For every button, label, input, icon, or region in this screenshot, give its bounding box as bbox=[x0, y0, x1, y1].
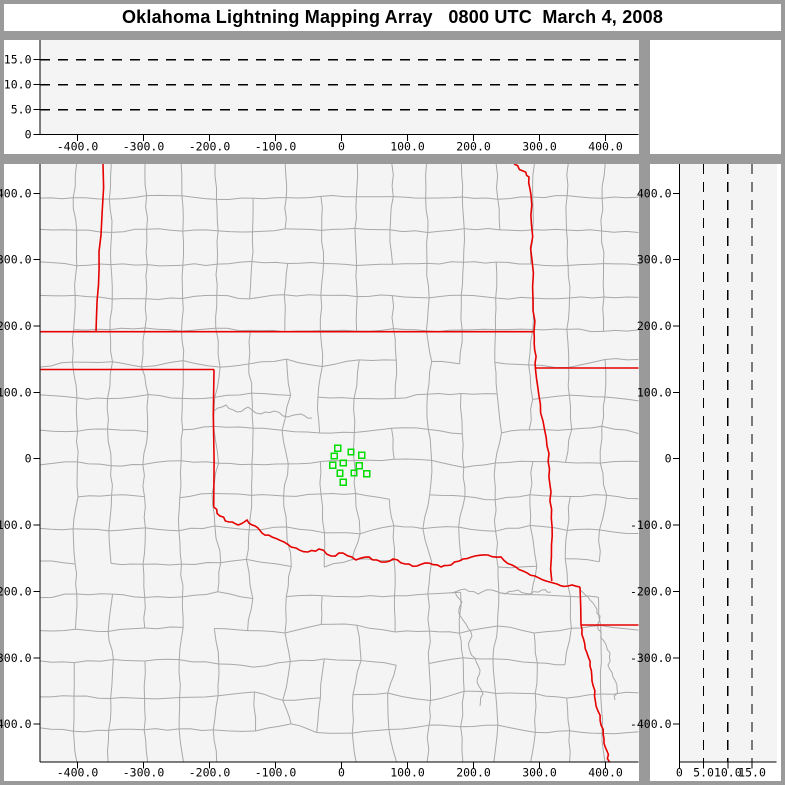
tick-label: -400.0 bbox=[57, 766, 99, 780]
tick-label: -300.0 bbox=[123, 140, 165, 154]
tick-label: 300.0 bbox=[522, 140, 557, 154]
tick-label: 0 bbox=[338, 140, 345, 154]
lma-station-marker bbox=[347, 448, 355, 456]
tick-label: -200.0 bbox=[630, 584, 672, 598]
tick-label: -100.0 bbox=[630, 518, 672, 532]
tick-label: 200.0 bbox=[456, 766, 491, 780]
county-lines bbox=[40, 164, 639, 762]
tick-label: 0 bbox=[25, 452, 32, 466]
tick-label: 300.0 bbox=[637, 253, 672, 267]
axes bbox=[33, 40, 777, 769]
tick-label: 300.0 bbox=[522, 766, 557, 780]
tick-label: 400.0 bbox=[588, 140, 623, 154]
river-se-2 bbox=[454, 591, 484, 707]
altitude-east-west-plot-area[interactable] bbox=[40, 40, 639, 135]
tick-label: 0 bbox=[338, 766, 345, 780]
tick-label: 0 bbox=[25, 128, 32, 142]
tick-label: 400.0 bbox=[0, 186, 32, 200]
tick-label: 400.0 bbox=[588, 766, 623, 780]
lma-station-marker bbox=[339, 459, 347, 467]
tick-label: 200.0 bbox=[0, 319, 32, 333]
tick-label: -400.0 bbox=[630, 717, 672, 731]
tick-label: 15.0 bbox=[4, 53, 32, 67]
tick-label: -200.0 bbox=[189, 140, 231, 154]
tick-label: 200.0 bbox=[456, 140, 491, 154]
tick-label: -300.0 bbox=[123, 766, 165, 780]
tick-label: 0 bbox=[676, 766, 683, 780]
window-title: Oklahoma Lightning Mapping Array 0800 UT… bbox=[121, 7, 664, 27]
tick-label: 100.0 bbox=[0, 385, 32, 399]
lma-station-marker bbox=[329, 461, 337, 469]
river-west-ok bbox=[213, 404, 313, 419]
tick-label: -100.0 bbox=[0, 518, 32, 532]
tick-label: 5.0 bbox=[693, 766, 714, 780]
tx-la-border bbox=[580, 624, 611, 762]
lma-station-marker bbox=[355, 462, 363, 470]
tick-label: 200.0 bbox=[637, 319, 672, 333]
tick-label: 10.0 bbox=[4, 78, 32, 92]
lma-station-marker bbox=[336, 469, 344, 477]
corner-box bbox=[650, 40, 781, 154]
ks-mo-ok-ar-border bbox=[513, 164, 554, 582]
tick-label: 10.0 bbox=[714, 766, 742, 780]
tick-label: -200.0 bbox=[189, 766, 231, 780]
river-se-3 bbox=[451, 588, 552, 595]
lma-stations bbox=[329, 444, 371, 486]
lma-station-marker bbox=[350, 469, 358, 477]
lma-station-marker bbox=[330, 452, 338, 460]
tx-ok-100w-border bbox=[212, 369, 215, 508]
lma-station-marker bbox=[339, 478, 347, 486]
tick-label: -100.0 bbox=[255, 140, 297, 154]
rivers bbox=[213, 404, 619, 707]
lma-station-marker bbox=[362, 470, 371, 478]
tick-label: 100.0 bbox=[390, 766, 425, 780]
tick-label: -300.0 bbox=[0, 651, 32, 665]
tick-label: 0 bbox=[665, 452, 672, 466]
tick-label: 400.0 bbox=[637, 186, 672, 200]
axis-labels: 05.010.015.0-400.0 -300.0 -200.0 -100.0 0 100… bbox=[0, 53, 766, 780]
tick-label: -300.0 bbox=[630, 651, 672, 665]
co-ks-border bbox=[95, 164, 105, 333]
river-se-1 bbox=[579, 589, 619, 701]
red-river-tx-ok-border bbox=[213, 506, 581, 588]
lma-station-marker bbox=[334, 444, 342, 452]
tick-label: 100.0 bbox=[390, 140, 425, 154]
tick-label: -100.0 bbox=[255, 766, 297, 780]
tick-label: -400.0 bbox=[57, 140, 99, 154]
state-borders bbox=[40, 164, 639, 762]
title-bar: Oklahoma Lightning Mapping Array 0800 UT… bbox=[4, 4, 781, 31]
tick-label: 100.0 bbox=[637, 385, 672, 399]
tick-label: 5.0 bbox=[11, 103, 32, 117]
tx-ar-border bbox=[579, 586, 582, 626]
tick-label: 300.0 bbox=[0, 253, 32, 267]
tick-label: -400.0 bbox=[0, 717, 32, 731]
tick-label: -200.0 bbox=[0, 584, 32, 598]
tick-label: 15.0 bbox=[738, 766, 766, 780]
lma-station-marker bbox=[357, 451, 366, 459]
